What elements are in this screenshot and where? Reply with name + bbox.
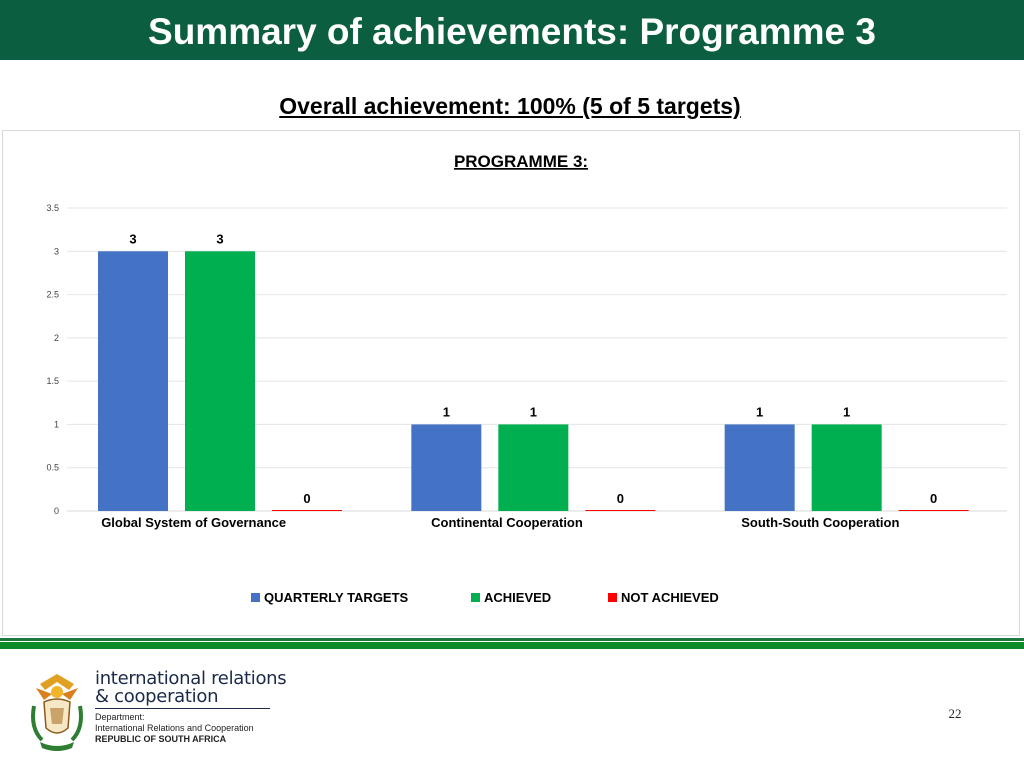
bar-not-achieved bbox=[585, 510, 656, 511]
data-label: 1 bbox=[756, 404, 763, 419]
data-label: 1 bbox=[843, 404, 850, 419]
department-label: Department: bbox=[95, 712, 145, 722]
brand-line-1: international relations bbox=[95, 668, 287, 689]
brand-rule bbox=[95, 708, 270, 709]
legend-swatch bbox=[251, 593, 260, 602]
x-category-label: Continental Cooperation bbox=[431, 515, 583, 530]
bar-quarterly-targets bbox=[98, 251, 168, 511]
data-label: 1 bbox=[443, 404, 450, 419]
y-tick-label: 3 bbox=[54, 246, 59, 256]
footer-divider-band bbox=[0, 642, 1024, 649]
data-label: 3 bbox=[216, 231, 223, 246]
bar-quarterly-targets bbox=[724, 424, 795, 511]
y-tick-label: 2.5 bbox=[46, 290, 59, 300]
page-number: 22 bbox=[948, 706, 962, 721]
chart-frame: PROGRAMME 3: 0 0.5 1 1.5 2 2.5 3 3.5 3 3 0 Global Sy… bbox=[2, 130, 1020, 636]
bar-achieved bbox=[498, 424, 569, 511]
chart-title: PROGRAMME 3: bbox=[454, 152, 588, 171]
legend-swatch bbox=[471, 593, 480, 602]
y-tick-label: 1 bbox=[54, 419, 59, 429]
department-name: International Relations and Cooperation bbox=[95, 723, 254, 733]
bar-quarterly-targets bbox=[411, 424, 482, 511]
data-label: 0 bbox=[303, 491, 310, 506]
slide-title: Summary of achievements: Programme 3 bbox=[148, 11, 876, 52]
bar-chart: PROGRAMME 3: 0 0.5 1 1.5 2 2.5 3 3.5 3 3 0 Global Sy… bbox=[46, 152, 1007, 605]
data-label: 3 bbox=[129, 231, 136, 246]
country-name: REPUBLIC OF SOUTH AFRICA bbox=[95, 734, 227, 744]
y-tick-label: 1.5 bbox=[46, 376, 59, 386]
legend-label: QUARTERLY TARGETS bbox=[264, 590, 409, 605]
legend-label: ACHIEVED bbox=[484, 590, 551, 605]
coat-of-arms-icon bbox=[31, 674, 83, 751]
data-label: 0 bbox=[930, 491, 937, 506]
bar-not-achieved bbox=[272, 510, 342, 511]
data-label: 1 bbox=[530, 404, 537, 419]
bar-not-achieved bbox=[898, 510, 969, 511]
legend-label: NOT ACHIEVED bbox=[621, 590, 719, 605]
brand-line-2: & cooperation bbox=[95, 686, 219, 707]
y-tick-label: 0.5 bbox=[46, 463, 59, 473]
x-category-label: South-South Cooperation bbox=[741, 515, 899, 530]
footer-divider bbox=[0, 638, 1024, 641]
data-label: 0 bbox=[617, 491, 624, 506]
legend-swatch bbox=[608, 593, 617, 602]
bar-achieved bbox=[185, 251, 255, 511]
bar-achieved bbox=[811, 424, 882, 511]
title-bar bbox=[0, 0, 1024, 60]
y-tick-label: 3.5 bbox=[46, 203, 59, 213]
y-tick-label: 2 bbox=[54, 333, 59, 343]
y-tick-label: 0 bbox=[54, 506, 59, 516]
coat-of-arms-logo bbox=[22, 668, 272, 754]
overall-achievement-subtitle: Overall achievement: 100% (5 of 5 target… bbox=[279, 93, 741, 119]
x-category-label: Global System of Governance bbox=[101, 515, 286, 530]
